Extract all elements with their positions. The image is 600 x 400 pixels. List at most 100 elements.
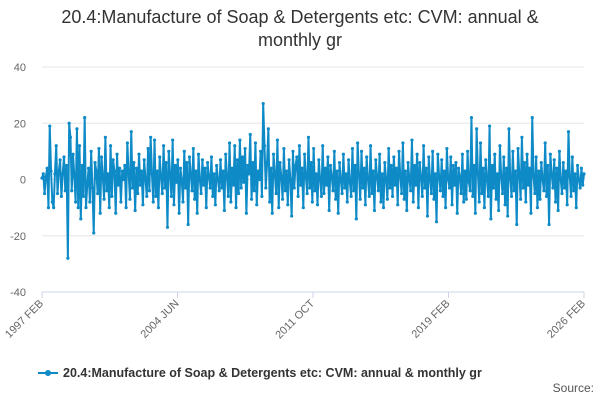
legend[interactable]: 20.4:Manufacture of Soap & Detergents et… xyxy=(38,366,482,380)
data-point xyxy=(274,191,278,196)
data-point xyxy=(97,146,101,151)
data-point xyxy=(362,166,366,170)
data-point xyxy=(392,155,396,159)
data-point xyxy=(194,169,198,173)
data-point xyxy=(577,177,581,182)
data-point xyxy=(436,152,440,156)
data-point xyxy=(150,172,154,176)
data-point xyxy=(216,177,220,182)
data-point xyxy=(134,166,139,170)
data-point xyxy=(310,200,314,204)
data-point xyxy=(234,206,238,210)
data-point xyxy=(40,176,44,180)
data-point xyxy=(191,146,195,151)
data-point xyxy=(282,146,286,151)
data-point xyxy=(145,194,149,198)
data-point xyxy=(177,211,181,215)
x-tick-label: 2004 JUN xyxy=(139,298,182,341)
data-point xyxy=(557,149,562,153)
data-point xyxy=(295,155,299,159)
data-point xyxy=(155,169,159,173)
data-point xyxy=(390,194,395,198)
data-point xyxy=(433,172,437,176)
data-point xyxy=(539,161,543,165)
data-point xyxy=(80,163,84,168)
data-point xyxy=(138,183,142,187)
data-point xyxy=(547,222,551,227)
data-point xyxy=(463,169,467,173)
data-point xyxy=(64,163,69,168)
data-point xyxy=(502,155,506,159)
data-point xyxy=(506,214,510,218)
data-point xyxy=(218,158,223,162)
data-point xyxy=(189,172,193,176)
data-point xyxy=(427,155,431,159)
data-point xyxy=(110,194,114,198)
data-point xyxy=(94,169,98,173)
data-point xyxy=(415,152,419,156)
data-point xyxy=(475,127,479,131)
data-point xyxy=(456,166,461,170)
chart-title: 20.4:Manufacture of Soap & Detergents et… xyxy=(0,6,600,52)
data-point xyxy=(521,186,525,190)
data-point xyxy=(269,166,273,170)
data-point xyxy=(459,191,463,196)
data-point xyxy=(137,152,141,156)
data-point xyxy=(405,208,409,213)
data-point xyxy=(512,189,516,193)
data-point xyxy=(366,177,370,182)
data-point xyxy=(74,200,78,204)
data-point xyxy=(118,166,122,170)
data-point xyxy=(288,177,292,182)
data-point xyxy=(275,138,280,142)
data-point xyxy=(217,189,221,193)
data-point xyxy=(467,180,471,184)
data-point xyxy=(99,155,104,159)
data-point xyxy=(174,180,179,184)
data-point xyxy=(68,135,73,139)
data-point xyxy=(229,200,233,204)
data-point xyxy=(96,191,100,196)
data-point xyxy=(578,186,582,190)
data-point xyxy=(388,186,392,190)
data-point xyxy=(103,135,107,139)
data-point xyxy=(358,197,362,201)
data-point xyxy=(200,158,204,162)
data-point xyxy=(574,206,578,210)
data-point xyxy=(59,194,64,198)
data-point xyxy=(141,203,145,207)
data-point xyxy=(524,200,528,204)
data-point xyxy=(565,203,569,207)
data-point xyxy=(127,172,131,176)
data-point xyxy=(535,206,540,210)
data-point xyxy=(286,203,290,207)
data-point xyxy=(503,203,507,207)
data-point xyxy=(185,161,189,165)
x-tick-label: 2011 OCT xyxy=(273,297,317,341)
data-point xyxy=(343,186,347,190)
data-point xyxy=(130,186,135,190)
data-point xyxy=(199,191,203,196)
data-point xyxy=(176,158,180,162)
legend-series-marker-icon xyxy=(38,368,58,378)
data-point xyxy=(67,121,71,125)
x-tick-label: 1997 FEB xyxy=(3,298,46,341)
data-point xyxy=(45,166,49,170)
data-point xyxy=(572,189,576,193)
source-note: Source: xyxy=(552,381,594,395)
data-point xyxy=(79,217,83,221)
chart-title-line-2: monthly gr xyxy=(257,30,343,50)
data-point xyxy=(209,155,214,159)
data-point xyxy=(544,194,549,198)
data-point xyxy=(226,194,230,198)
data-point xyxy=(511,149,515,153)
data-point xyxy=(143,177,148,182)
data-point xyxy=(402,197,406,201)
data-point xyxy=(446,177,450,182)
data-point xyxy=(244,211,248,215)
data-point xyxy=(499,175,503,179)
data-point xyxy=(271,152,276,156)
data-point xyxy=(482,206,486,210)
data-point xyxy=(563,186,567,190)
data-point xyxy=(260,194,264,198)
